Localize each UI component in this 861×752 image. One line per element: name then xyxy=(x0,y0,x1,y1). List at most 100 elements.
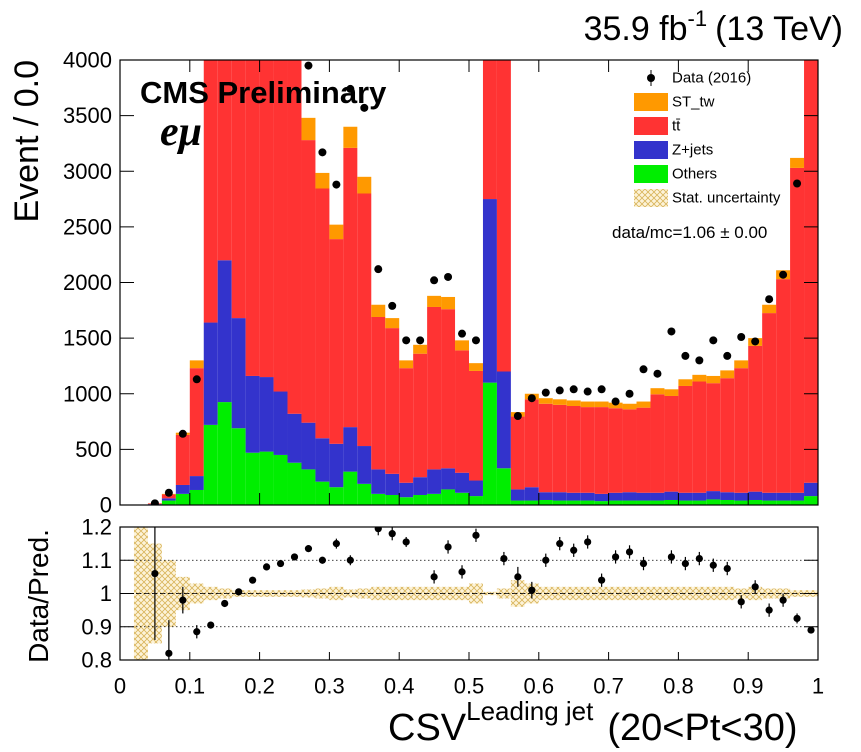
y-tick-label: 500 xyxy=(75,437,112,462)
y-axis-title: Event / 0.0 xyxy=(8,60,46,223)
bar-segment xyxy=(622,403,637,410)
data-point xyxy=(793,179,802,188)
ratio-point xyxy=(807,626,815,634)
bar-segment xyxy=(594,493,609,502)
bar-segment xyxy=(622,492,637,501)
data-point xyxy=(611,397,620,406)
ratio-point xyxy=(151,569,159,578)
bar-segment xyxy=(385,473,400,495)
bar-segment xyxy=(399,482,414,498)
y-tick-label: 4000 xyxy=(63,48,112,73)
y-tick-label: 1000 xyxy=(63,381,112,406)
bar-segment xyxy=(357,193,372,447)
data-point xyxy=(360,103,369,112)
bar-segment xyxy=(552,492,567,501)
data-point xyxy=(695,356,704,365)
bar-segment xyxy=(720,499,735,505)
bar-segment xyxy=(427,493,442,505)
bar-segment xyxy=(790,500,805,505)
bar-segment xyxy=(650,500,665,505)
bar-segment xyxy=(692,381,707,493)
cms-label: CMS Preliminary xyxy=(140,75,387,110)
bar-segment xyxy=(427,469,442,494)
ratio-point xyxy=(193,628,201,636)
bar-segment xyxy=(776,500,791,505)
x-tick-label: 0.1 xyxy=(175,674,206,699)
bar-segment xyxy=(287,462,302,505)
bar-segment xyxy=(790,167,805,493)
ratio-point xyxy=(528,586,536,594)
y-tick-label: 1.2 xyxy=(81,515,112,540)
legend-label: tt̄ xyxy=(672,118,681,135)
bar-segment xyxy=(678,379,693,386)
bar-segment xyxy=(622,409,637,493)
bar-segment xyxy=(776,279,791,493)
ratio-point xyxy=(584,538,592,546)
y-tick-label: 1.1 xyxy=(81,548,112,573)
ratio-point xyxy=(304,545,313,553)
bar-segment xyxy=(441,468,456,490)
bar-segment xyxy=(594,501,609,505)
bar-segment xyxy=(273,454,288,505)
bar-segment xyxy=(357,483,372,505)
uncertainty-band xyxy=(343,589,358,598)
bar-segment xyxy=(510,500,525,505)
bar-segment xyxy=(734,360,749,369)
channel-label: eμ xyxy=(160,109,202,155)
bar-segment xyxy=(329,224,344,240)
data-point xyxy=(430,276,439,285)
bar-segment xyxy=(580,407,595,493)
bar-segment xyxy=(245,375,260,453)
legend-swatch xyxy=(634,117,668,135)
data-point xyxy=(332,180,341,189)
bar-segment xyxy=(329,239,344,444)
data-point xyxy=(737,333,746,342)
bar-segment xyxy=(552,399,567,405)
bar-segment xyxy=(413,477,428,495)
bar-segment xyxy=(231,60,246,319)
y-tick-label: 3500 xyxy=(63,103,112,128)
bar-segment xyxy=(650,492,665,501)
bar-segment xyxy=(203,60,218,323)
ratio-point xyxy=(221,599,229,608)
bar-segment xyxy=(706,491,721,500)
top-plot xyxy=(147,60,818,505)
legend-swatch xyxy=(634,189,668,207)
ratio-point xyxy=(639,559,648,568)
ratio-point xyxy=(276,559,285,568)
bar-segment xyxy=(217,60,232,261)
ratio-point xyxy=(598,576,606,584)
bar-segment xyxy=(371,316,386,470)
x-tick-label: 0.4 xyxy=(384,674,415,699)
ratio-point xyxy=(542,556,550,564)
annotation: data/mc=1.06 ± 0.00 xyxy=(612,223,767,242)
ratio-y-axis-title: Data/Pred. xyxy=(23,529,54,663)
x-tick-label: 0.5 xyxy=(454,674,485,699)
bar-segment xyxy=(748,345,763,492)
ratio-point xyxy=(318,556,327,564)
uncertainty-band xyxy=(496,588,511,599)
legend: Data (2016) ST_tw tt̄ Z+jets Others Stat. unc… xyxy=(634,70,781,207)
ratio-point xyxy=(779,596,787,604)
lumi-title: 35.9 fb-1 (13 TeV) xyxy=(584,6,843,48)
bar-segment xyxy=(203,322,218,425)
legend-swatch xyxy=(634,141,668,159)
x-tick-label: 0.8 xyxy=(663,674,694,699)
ratio-point xyxy=(249,576,257,584)
bar-segment xyxy=(175,484,190,494)
bar-segment xyxy=(706,375,721,384)
ratio-point xyxy=(500,554,508,563)
bar-segment xyxy=(538,398,553,404)
bar-segment xyxy=(706,499,721,505)
ratio-point xyxy=(458,568,466,576)
bar-segment xyxy=(790,492,805,501)
bar-segment xyxy=(259,451,274,505)
y-tick-label: 0 xyxy=(100,493,112,518)
legend-swatch xyxy=(634,93,668,111)
data-point xyxy=(751,337,760,346)
bar-segment xyxy=(580,492,595,501)
legend-label: Data (2016) xyxy=(672,70,751,87)
bar-segment xyxy=(734,368,749,493)
bar-segment xyxy=(692,374,707,382)
y-tick-label: 1 xyxy=(100,581,112,606)
